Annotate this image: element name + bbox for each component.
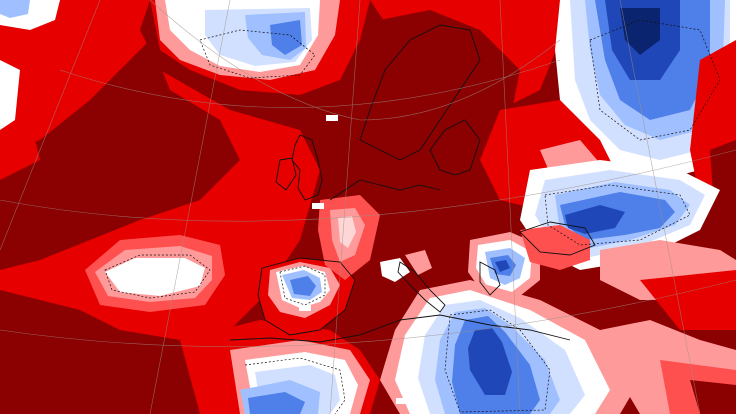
med-dark-blue <box>468 328 512 395</box>
russia-navy-core <box>620 8 660 55</box>
contour-africa <box>244 357 346 414</box>
northwest-left-white <box>0 60 20 130</box>
greenland-core-blue <box>270 20 302 55</box>
grid-label-box-2 <box>312 203 324 209</box>
contour-greenland <box>199 29 316 79</box>
coastlines <box>229 24 596 343</box>
contour-russia <box>589 19 721 141</box>
coast-europe-west <box>329 179 441 201</box>
coast-north-africa <box>229 314 571 343</box>
grid-label-box-3 <box>299 305 311 311</box>
arabia-dark <box>690 380 736 414</box>
graticule-lon-2 <box>149 0 231 414</box>
coast-ireland <box>275 157 297 191</box>
coast-uk <box>291 134 323 201</box>
contour-lines <box>104 19 721 414</box>
coast-italy <box>397 261 446 313</box>
graticule-labels <box>299 115 408 404</box>
coast-norway <box>359 24 481 161</box>
east-red-strip <box>640 270 736 330</box>
graticule-lon-4 <box>499 0 521 414</box>
balkan-dark-blue <box>495 260 510 272</box>
scandinavia-dark-red <box>360 10 520 160</box>
graticule-lon-1 <box>0 0 101 251</box>
coast-iberia <box>257 257 356 336</box>
grid-label-box-1 <box>326 115 338 121</box>
contour-caspian <box>544 184 691 246</box>
contour-iberia <box>279 265 326 306</box>
russia-east-dark <box>710 140 736 230</box>
graticule-lon-5 <box>619 0 701 414</box>
northwest-corner-blue <box>0 0 30 18</box>
coast-black-sea <box>519 221 596 256</box>
grid-label-box-4 <box>396 398 408 404</box>
coast-baltic <box>429 119 481 176</box>
atlantic-white-patch <box>105 258 205 296</box>
graticule-circle <box>149 0 561 121</box>
graticule-lat-1 <box>59 59 561 108</box>
atlantic-dark-west <box>0 40 240 270</box>
north-africa-blue <box>248 392 305 414</box>
turkey-light-red <box>520 225 590 270</box>
contour-med <box>444 309 551 413</box>
graticule-lon-3 <box>329 0 361 414</box>
northwest-red-edge <box>0 120 40 180</box>
coast-greece <box>479 261 501 296</box>
graticule-lat-3 <box>0 279 736 347</box>
alps-pink <box>405 250 432 275</box>
iberia-blue <box>290 276 316 296</box>
contour-atlantic <box>104 254 211 299</box>
